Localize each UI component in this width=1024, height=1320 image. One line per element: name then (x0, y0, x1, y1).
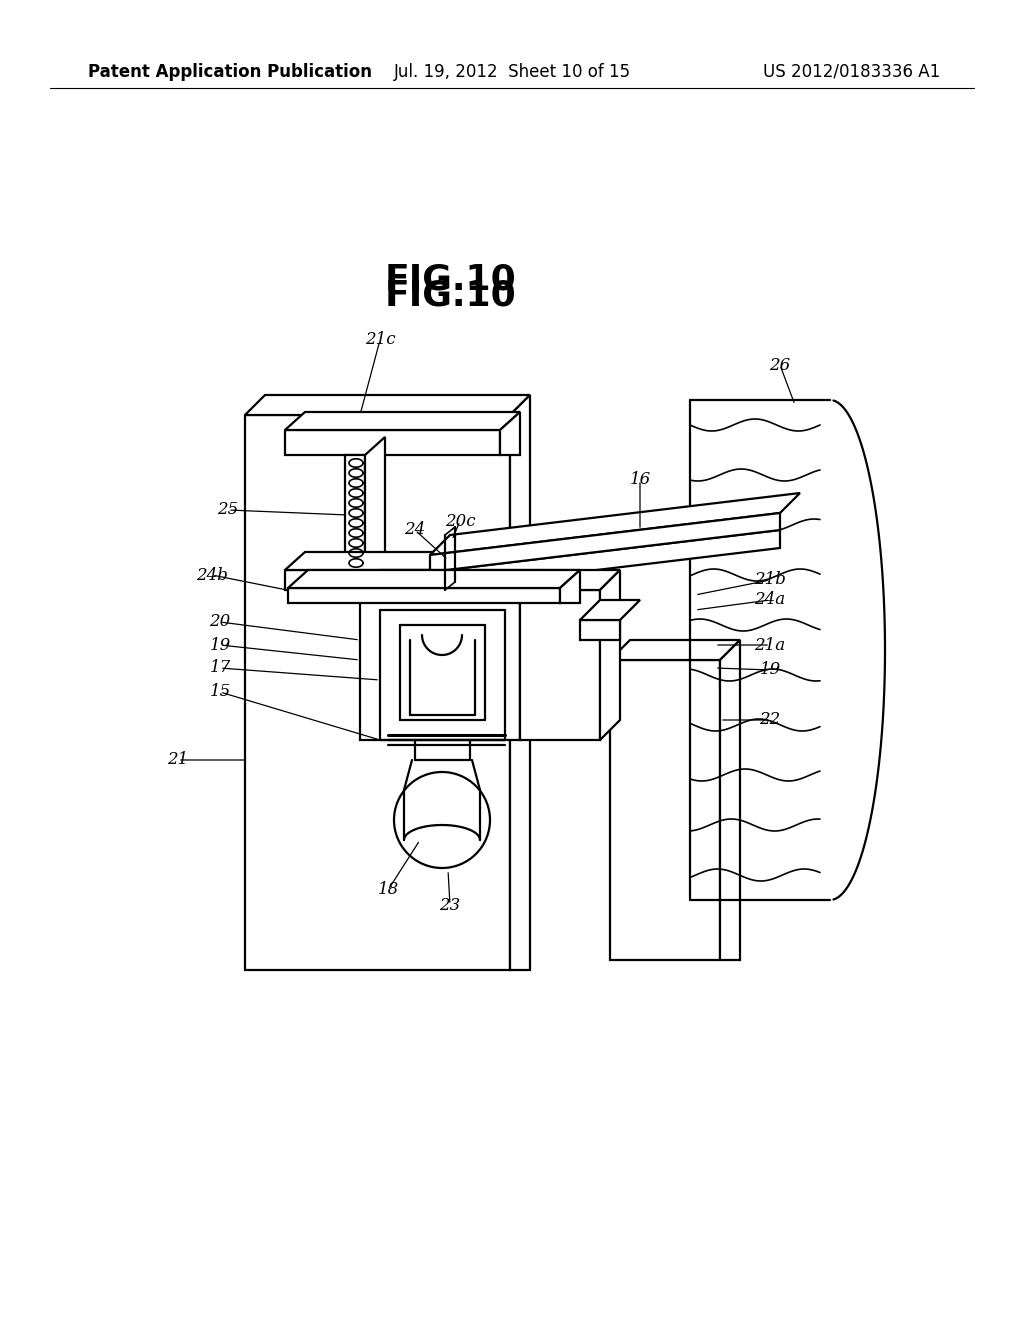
Polygon shape (520, 570, 540, 741)
Polygon shape (285, 430, 500, 455)
Text: 18: 18 (378, 882, 398, 899)
Polygon shape (600, 570, 620, 741)
Polygon shape (720, 640, 740, 960)
Text: 21a: 21a (755, 636, 785, 653)
Polygon shape (510, 395, 530, 970)
Text: 20c: 20c (444, 512, 475, 529)
Polygon shape (580, 620, 620, 640)
Polygon shape (285, 552, 520, 570)
Text: 21c: 21c (365, 331, 395, 348)
Text: 19: 19 (209, 636, 230, 653)
Polygon shape (360, 570, 540, 590)
Polygon shape (430, 513, 780, 572)
Polygon shape (430, 492, 800, 554)
Polygon shape (520, 570, 620, 590)
Text: 24a: 24a (755, 591, 785, 609)
Polygon shape (430, 531, 780, 590)
Text: 21b: 21b (754, 572, 786, 589)
Circle shape (394, 772, 490, 869)
Polygon shape (520, 590, 600, 741)
Polygon shape (288, 570, 580, 587)
Polygon shape (288, 587, 560, 603)
Polygon shape (560, 570, 580, 603)
Text: 23: 23 (439, 896, 461, 913)
Polygon shape (245, 414, 510, 970)
Polygon shape (360, 590, 520, 741)
Polygon shape (500, 412, 520, 455)
Polygon shape (500, 552, 520, 590)
Text: 24b: 24b (196, 566, 228, 583)
Text: 22: 22 (760, 711, 780, 729)
Text: Jul. 19, 2012  Sheet 10 of 15: Jul. 19, 2012 Sheet 10 of 15 (393, 63, 631, 81)
Text: 25: 25 (217, 502, 239, 519)
Polygon shape (610, 640, 740, 660)
Text: 21: 21 (167, 751, 188, 768)
Text: 17: 17 (209, 660, 230, 676)
Text: FIG.10: FIG.10 (384, 263, 516, 297)
Text: FIG.10: FIG.10 (384, 279, 516, 312)
Text: US 2012/0183336 A1: US 2012/0183336 A1 (763, 63, 940, 81)
Polygon shape (245, 395, 530, 414)
Text: 16: 16 (630, 471, 650, 488)
Polygon shape (610, 660, 720, 960)
Text: 20: 20 (209, 614, 230, 631)
Polygon shape (285, 570, 500, 590)
Text: 15: 15 (209, 684, 230, 701)
Text: 26: 26 (769, 356, 791, 374)
Polygon shape (365, 437, 385, 570)
Text: Patent Application Publication: Patent Application Publication (88, 63, 372, 81)
Text: 24: 24 (404, 521, 426, 539)
Polygon shape (345, 455, 365, 570)
Text: 19: 19 (760, 661, 780, 678)
Polygon shape (285, 412, 520, 430)
Polygon shape (580, 601, 640, 620)
